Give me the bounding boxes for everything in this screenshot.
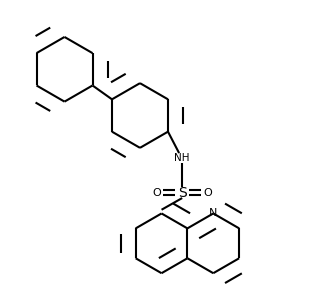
Text: O: O: [203, 188, 212, 197]
Text: NH: NH: [174, 153, 190, 163]
Text: N: N: [209, 209, 218, 218]
Text: O: O: [153, 188, 161, 197]
Text: S: S: [178, 185, 187, 200]
